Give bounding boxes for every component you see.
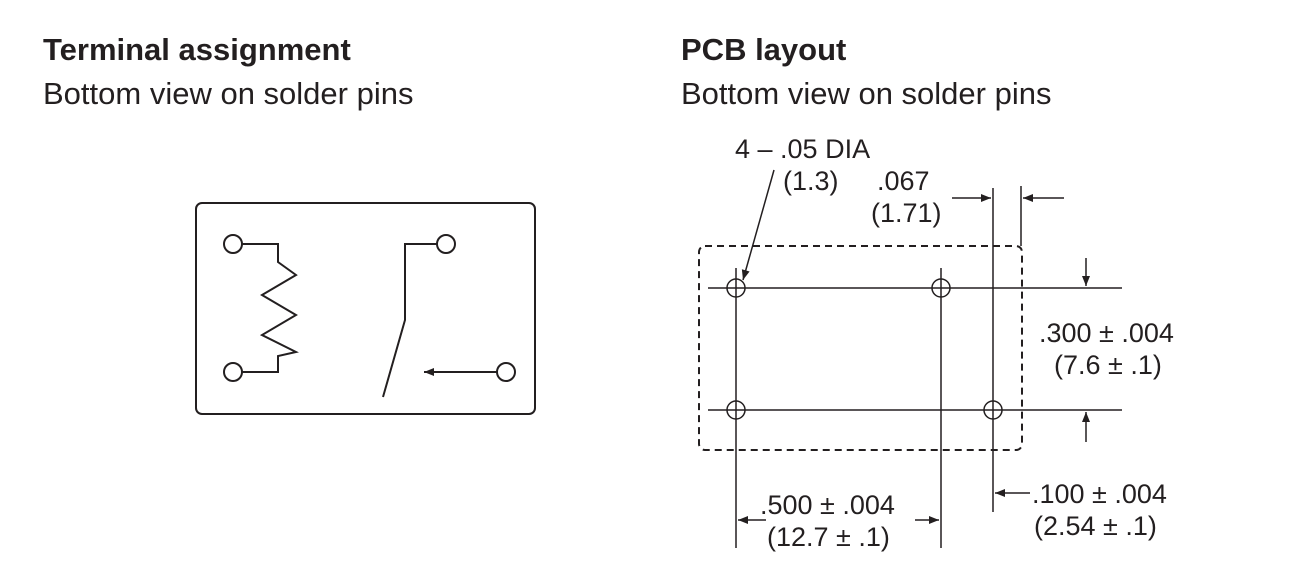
relay-footprint-outline (698, 245, 1023, 451)
coil-terminal-bottom (223, 362, 243, 382)
row-spacing-metric: (7.6 ± .1) (1054, 350, 1162, 380)
pcb-hole (931, 278, 951, 298)
switch-lever (382, 243, 437, 398)
pcb-layout-title: PCB layout (681, 32, 847, 67)
col-spacing-label: .500 ± .004 (760, 490, 895, 520)
terminal-schematic (195, 202, 536, 415)
pcb-layout-subtitle: Bottom view on solder pins (681, 76, 1052, 111)
terminal-assignment-title: Terminal assignment (43, 32, 351, 67)
pcb-hole (983, 400, 1003, 420)
offset-label: .067 (877, 166, 930, 196)
hole-dia-metric: (1.3) (783, 166, 839, 196)
hole-leader-arrow (741, 169, 775, 281)
col-spacing-metric: (12.7 ± .1) (767, 522, 890, 552)
offset-metric: (1.71) (871, 198, 942, 228)
contact-terminal (496, 362, 516, 382)
pitch-label: .100 ± .004 (1032, 479, 1167, 509)
row-spacing-label: .300 ± .004 (1039, 318, 1174, 348)
pcb-labels: 4 – .05 DIA (1.3) .067 (1.71) .300 ± .00… (735, 134, 1174, 552)
pitch-metric: (2.54 ± .1) (1034, 511, 1157, 541)
common-terminal (436, 234, 456, 254)
pcb-drawing (698, 169, 1122, 548)
hole-dia-label: 4 – .05 DIA (735, 134, 870, 164)
pcb-hole (726, 278, 746, 298)
terminal-assignment-subtitle: Bottom view on solder pins (43, 76, 414, 111)
relay-outline (195, 202, 536, 415)
pcb-hole (726, 400, 746, 420)
coil-terminal-top (223, 234, 243, 254)
coil-symbol (242, 243, 299, 373)
